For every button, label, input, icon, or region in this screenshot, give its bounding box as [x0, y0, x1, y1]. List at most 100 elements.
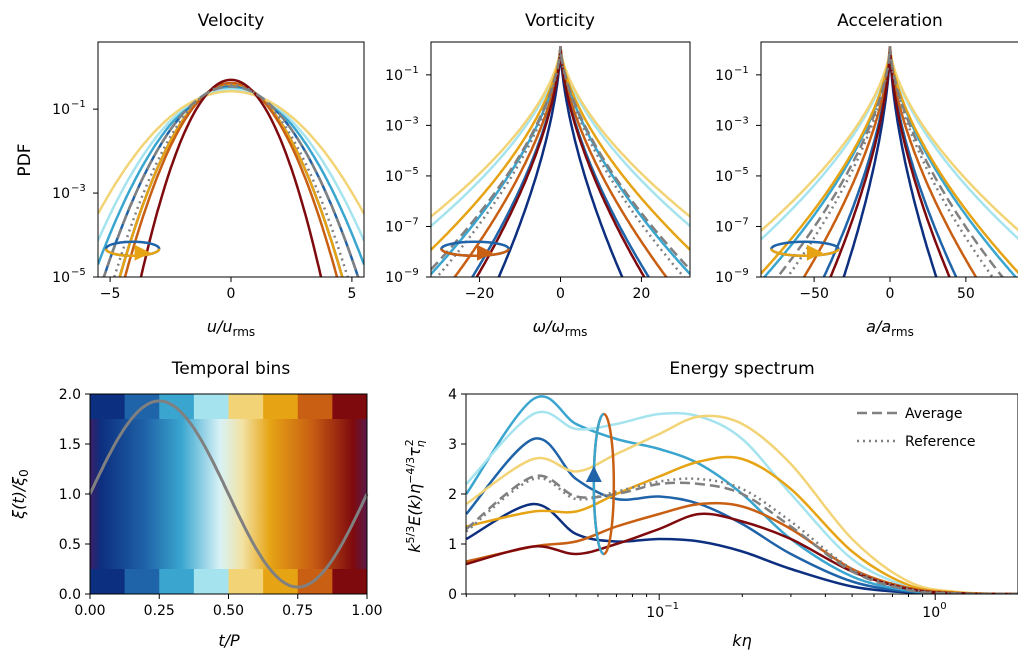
acceleration-series-2	[822, 46, 958, 277]
temporal-ytick-label: 0.5	[59, 537, 81, 553]
velocity-panel: Velocity −5 0 5 10−110−310−5 u/urms PDF	[15, 11, 365, 339]
vorticity-ytick-label: 10	[385, 118, 403, 134]
top-bin-1	[90, 394, 126, 419]
vorticity-series-8	[475, 46, 646, 277]
vorticity-series-3	[431, 46, 690, 275]
bottom-bin-3	[159, 569, 195, 594]
energy-spectrum-title: Energy spectrum	[669, 359, 814, 379]
temporal-ytick-label: 1.5	[59, 437, 81, 453]
acceleration-xlabel: a/arms	[866, 317, 914, 339]
spectrum-cycle-ellipse-front	[592, 412, 605, 556]
vorticity-title: Vorticity	[525, 11, 595, 31]
acceleration-cycle-arrow-icon	[806, 244, 823, 261]
temporal-bins-x-ticks: 0.00 0.25 0.50 0.75 1.00	[74, 594, 383, 619]
vorticity-reference-line	[435, 46, 686, 277]
spectrum-series-6	[466, 455, 1018, 594]
vorticity-cycle-ellipse-front	[440, 248, 510, 258]
acceleration-series-6	[761, 46, 1018, 275]
velocity-x-ticks: −5 0 5	[100, 277, 356, 302]
acceleration-ytick-exponent: −1	[734, 65, 749, 76]
temporal-bins-y-ticks: 0.0 0.5 1.0 1.5 2.0	[59, 387, 90, 603]
acceleration-ytick-label: 10	[715, 219, 733, 235]
vorticity-ytick-label: 10	[385, 219, 403, 235]
temporal-bins-ylabel-main: ξ(t)/ξ	[9, 476, 28, 520]
acceleration-ytick-exponent: −3	[734, 115, 749, 126]
acceleration-ytick-label: 10	[715, 270, 733, 286]
velocity-xtick-label: 5	[347, 286, 356, 302]
temporal-bins-xlabel: t/P	[218, 631, 240, 650]
acceleration-series-1	[842, 46, 938, 277]
spectrum-ytick-label: 4	[448, 387, 457, 403]
vorticity-xtick-label: 0	[556, 286, 565, 302]
spectrum-ytick-label: 2	[448, 487, 457, 503]
temporal-bins-signal-area	[88, 399, 369, 589]
bottom-bin-2	[124, 569, 160, 594]
acceleration-x-ticks: −50 0 50	[799, 277, 975, 302]
velocity-plot-area	[98, 78, 364, 277]
top-bin-8	[332, 394, 368, 419]
acceleration-ytick-exponent: −5	[734, 166, 749, 177]
spectrum-xtick-exponent: −1	[664, 601, 679, 612]
velocity-series-3	[98, 86, 364, 265]
spectrum-xtick-exponent: 0	[940, 601, 946, 612]
vorticity-ytick-exponent: −9	[404, 267, 419, 278]
velocity-ytick-label: 10	[52, 270, 70, 286]
velocity-xlabel-sub: rms	[233, 325, 256, 339]
temporal-xtick-label: 0.25	[144, 603, 175, 619]
temporal-bins-title: Temporal bins	[171, 359, 291, 379]
vorticity-xlabel-main: ω/ω	[533, 317, 565, 336]
vorticity-ytick-label: 10	[385, 270, 403, 286]
vorticity-xlabel: ω/ωrms	[533, 317, 588, 339]
vorticity-x-ticks: −20 0 20	[465, 277, 650, 302]
vorticity-panel: Vorticity −20 0 20 10−110−310−510−710−9 ω/…	[385, 11, 691, 339]
top-bin-4	[193, 394, 229, 419]
legend-reference-label: Reference	[905, 434, 976, 450]
vorticity-series-4	[431, 46, 690, 227]
vorticity-xlabel-sub: rms	[565, 325, 588, 339]
vorticity-series-6	[431, 46, 690, 251]
top-bin-6	[263, 394, 299, 419]
acceleration-ytick-label: 10	[715, 68, 733, 84]
acceleration-ytick-label: 10	[715, 118, 733, 134]
acceleration-plot-area	[761, 46, 1018, 277]
acceleration-title: Acceleration	[837, 11, 943, 31]
vorticity-ytick-label: 10	[385, 68, 403, 84]
acceleration-xtick-label: −50	[799, 286, 829, 302]
spectrum-ytick-label: 3	[448, 437, 457, 453]
acceleration-ytick-exponent: −7	[734, 216, 749, 227]
vorticity-ytick-exponent: −7	[404, 216, 419, 227]
spectrum-xtick-label: 10	[646, 605, 664, 621]
velocity-xtick-label: 0	[227, 286, 236, 302]
acceleration-series-3	[762, 46, 1018, 277]
spectrum-series-2	[466, 437, 1018, 594]
spectrum-xtick-label: 10	[922, 605, 940, 621]
bottom-bin-1	[90, 569, 126, 594]
velocity-xlabel: u/urms	[207, 317, 255, 339]
velocity-xlabel-main: u/u	[207, 317, 233, 336]
velocity-series-4	[98, 88, 364, 242]
acceleration-average-line	[775, 46, 1005, 277]
acceleration-xtick-label: 50	[957, 286, 975, 302]
energy-spectrum-ylabel: k5/3E(k)η−4/3τη2	[403, 439, 427, 553]
acceleration-xlabel-sub: rms	[891, 325, 914, 339]
energy-spectrum-legend: Average Reference	[857, 406, 976, 450]
temporal-bins-ylabel-sub: 0	[17, 469, 31, 477]
acceleration-panel: Acceleration −50 0 50 10−110−310−510−710−9…	[715, 11, 1018, 339]
energy-spectrum-xlabel: kη	[732, 631, 751, 650]
temporal-ytick-label: 0.0	[59, 587, 81, 603]
vorticity-ytick-exponent: −3	[404, 115, 419, 126]
vorticity-xtick-label: −20	[465, 286, 495, 302]
velocity-cycle-ellipse-front	[104, 248, 161, 258]
velocity-series-7	[123, 81, 339, 277]
energy-spectrum-y-ticks: 0 1 2 3 4	[448, 387, 466, 603]
bottom-bin-4	[193, 569, 229, 594]
spectrum-ytick-label: 0	[448, 587, 457, 603]
velocity-title: Velocity	[198, 11, 265, 31]
spectrum-average-line	[466, 474, 1018, 594]
vorticity-ytick-exponent: −1	[404, 65, 419, 76]
temporal-xtick-label: 1.00	[351, 603, 382, 619]
vorticity-plot-area	[431, 46, 690, 277]
acceleration-reference-line	[785, 46, 995, 277]
